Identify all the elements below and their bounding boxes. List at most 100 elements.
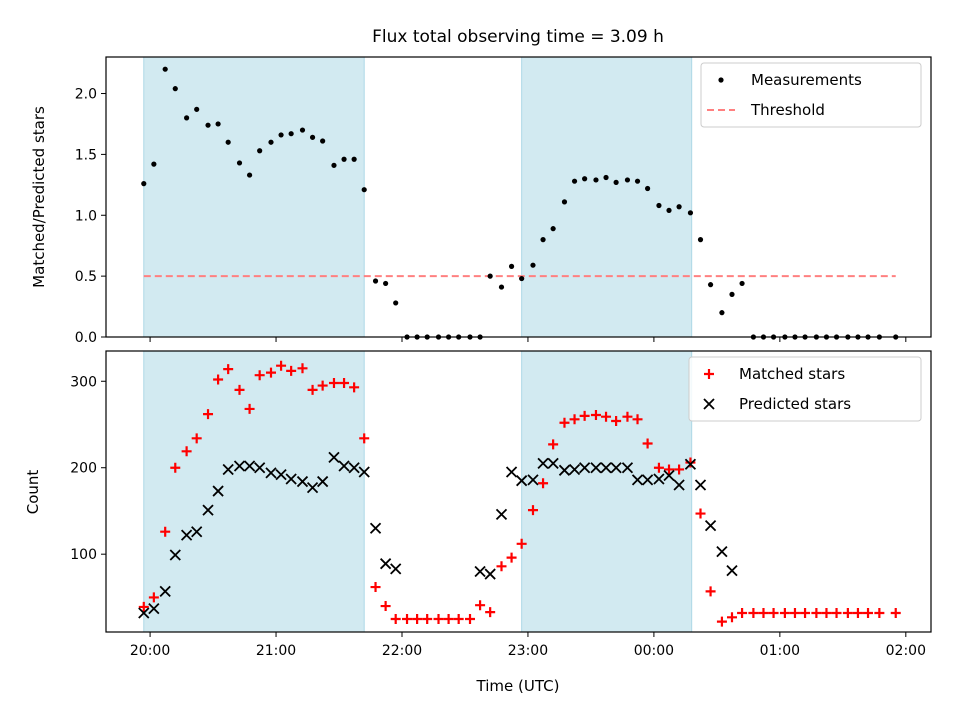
predicted-point [191,526,203,538]
predicted-point [202,504,214,516]
matched-point [622,411,633,422]
matched-point [297,363,308,374]
matched-point [380,601,391,612]
shaded-interval [143,56,365,338]
predicted-point [265,467,277,479]
legend-marker-matched [704,369,714,379]
matched-point [181,446,192,457]
measurement-point [613,179,619,185]
measurement-point [361,187,367,193]
legend-label: Matched stars [739,365,845,383]
matched-point [664,464,675,475]
matched-point [811,607,822,618]
matched-point [611,416,622,427]
x-tick-label: 00:00 [634,643,674,659]
predicted-point [138,607,150,619]
predicted-point [694,479,707,491]
measurement-point [393,300,399,306]
measurement-point [530,262,536,268]
matched-point [579,410,590,421]
predicted-point [684,458,697,470]
x-axis-label: Time (UTC) [476,677,560,695]
predicted-point [148,603,160,615]
matched-point [223,364,234,375]
y-tick-label: 200 [70,461,97,477]
predicted-point [568,463,581,476]
matched-point [317,380,328,391]
matched-point [485,607,496,618]
x-tick-label: 23:00 [508,643,548,659]
measurement-point [257,148,263,154]
matched-point [768,607,779,618]
legend-label: Predicted stars [739,395,851,413]
measurement-point [656,202,662,209]
predicted-point [726,564,738,577]
x-tick-label: 01:00 [760,643,800,659]
matched-point [138,601,149,612]
matched-point [548,439,559,450]
matched-point [748,607,759,618]
measurement-point [571,178,578,184]
predicted-point [484,568,496,580]
measurement-point [508,263,515,269]
matched-point [821,607,832,618]
matched-point [276,360,287,371]
predicted-point [358,466,370,478]
measurement-point [561,199,568,205]
predicted-point [653,473,665,485]
matched-point [213,374,224,385]
predicted-point [169,549,181,561]
matched-point [191,433,202,444]
matched-point [863,607,874,618]
chart-title: Flux total observing time = 3.09 h [372,27,664,47]
measurement-point [550,226,556,232]
measurement-point [236,160,243,166]
matched-point [632,414,643,425]
measurement-point [309,134,316,140]
predicted-point [547,457,559,470]
matched-point [203,409,214,420]
matched-point [402,614,413,625]
measurement-point [194,106,200,112]
predicted-point [306,481,319,494]
measurement-point [739,280,745,287]
legend-marker-predicted [703,398,715,410]
matched-point [266,367,276,378]
measurement-point [519,275,525,282]
measurement-point [687,210,694,216]
measurement-point [288,131,294,137]
y-tick-label: 100 [70,547,97,563]
matched-point [569,414,580,425]
measurement-point [225,139,231,145]
matched-point [422,614,433,625]
matched-point [370,582,381,593]
predicted-point [631,474,644,486]
predicted-point [621,462,634,474]
matched-point [737,607,748,618]
matched-point [443,614,454,625]
plot-frame [105,56,932,338]
matched-point [674,464,685,475]
measurement-point [540,237,546,243]
measurement-point [320,138,326,144]
matched-point [852,607,863,618]
matched-point [286,365,297,376]
measurement-point [246,172,253,178]
measurement-point [719,310,725,316]
y-tick-label: 2.0 [75,87,97,103]
predicted-point [516,475,528,487]
matched-point [148,592,159,603]
measurement-point [666,207,672,213]
matched-point [758,607,769,618]
matched-point [726,612,737,623]
matched-point [465,614,476,625]
predicted-point [328,451,340,463]
measurement-point [487,273,493,279]
matched-point [779,607,790,618]
predicted-point [558,464,571,476]
measurement-point [299,127,306,133]
matched-point [716,616,727,627]
legend: Matched stars Predicted stars [688,356,922,422]
y-tick-label: 1.0 [75,208,97,224]
predicted-point [212,485,224,497]
